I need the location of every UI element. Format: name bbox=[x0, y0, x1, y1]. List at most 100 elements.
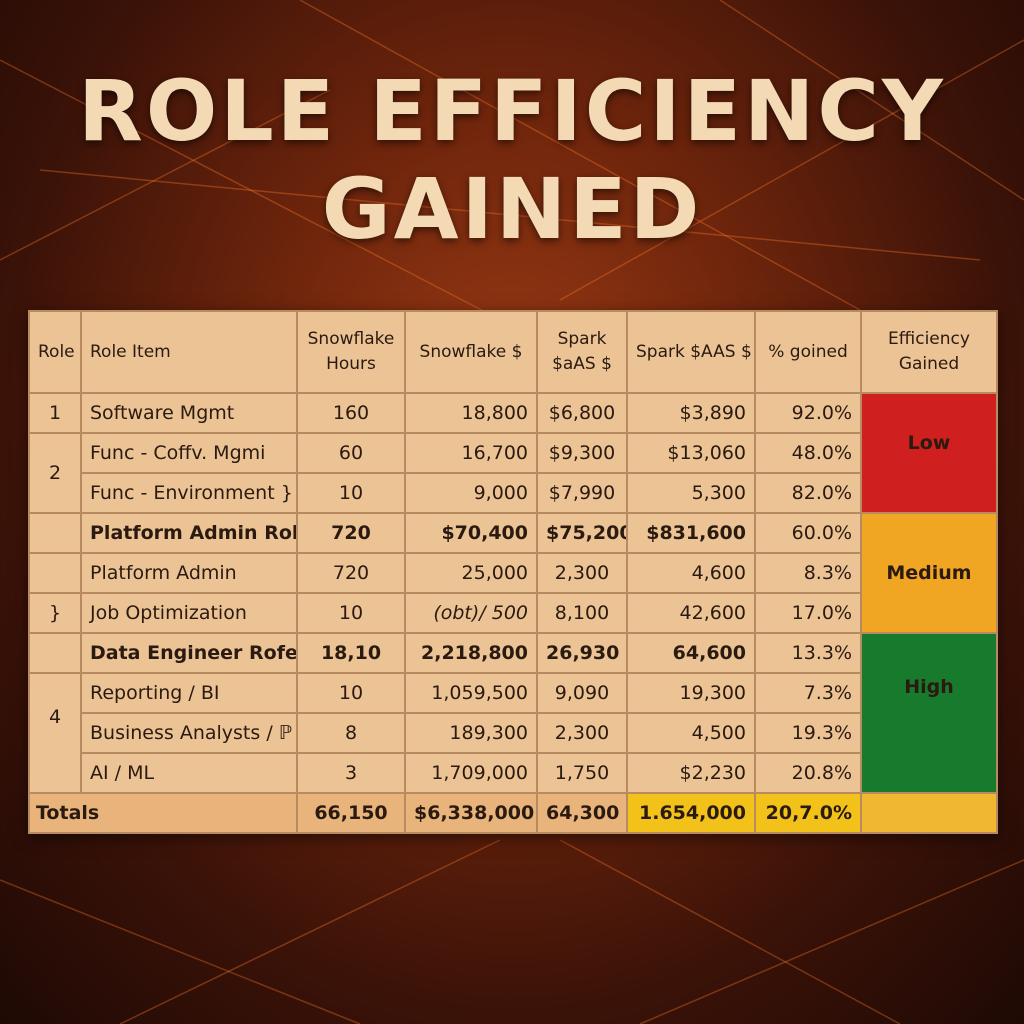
table-row: 2 Func - Coffv. Mgmi 60 16,700 $9,300 $1… bbox=[28, 432, 997, 514]
table-row: Business Analysts / ℙ 8 189,300 2,300 4,… bbox=[29, 712, 997, 754]
cell-snowflake-dollars: 18,800 bbox=[404, 392, 538, 434]
cell-role bbox=[28, 552, 82, 594]
cell-role-item: Job Optimization bbox=[80, 592, 298, 634]
cell-role: 4 bbox=[28, 672, 82, 794]
table-row: 4 Reporting / BI 10 1,059,500 9,090 19,3… bbox=[28, 672, 997, 794]
cell-spark-saas: 2,300 bbox=[536, 712, 628, 754]
cell-spark-saas: $7,990 bbox=[536, 472, 628, 514]
cell-spark-dollars: 5,300 bbox=[626, 472, 756, 514]
header-snowflake-hours-1: Snowflake bbox=[307, 329, 395, 349]
page-title: ROLE EFFICIENCY GAINED bbox=[0, 62, 1024, 258]
title-line-1: ROLE EFFICIENCY bbox=[78, 62, 946, 160]
cell-snowflake-dollars: 9,000 bbox=[404, 472, 538, 514]
cell-role: } bbox=[28, 592, 82, 634]
totals-spark-saas: 64,300 bbox=[536, 792, 628, 834]
header-role-item: Role Item bbox=[80, 310, 298, 394]
header-snowflake-hours: Snowflake Hours bbox=[296, 310, 406, 394]
cell-spark-saas: 2,300 bbox=[536, 552, 628, 594]
header-spark-saas-1: Spark bbox=[557, 329, 607, 349]
cell-role bbox=[28, 512, 82, 554]
cell-pct-gained: 20.8% bbox=[754, 752, 862, 794]
header-spark-saas-2: $aAS $ bbox=[552, 354, 612, 374]
cell-pct-gained: 8.3% bbox=[754, 552, 862, 594]
cell-hours: 720 bbox=[296, 552, 406, 594]
cell-spark-dollars: $13,060 bbox=[626, 432, 756, 474]
cell-role-item: Software Mgmt bbox=[80, 392, 298, 434]
cell-hours: 10 bbox=[296, 672, 406, 714]
table-row: Func - Environment } 10 9,000 $7,990 5,3… bbox=[29, 472, 997, 514]
cell-snowflake-dollars: 16,700 bbox=[404, 432, 538, 474]
cell-pct-gained: 92.0% bbox=[754, 392, 862, 434]
totals-efficiency bbox=[860, 792, 998, 834]
totals-row: Totals 66,150 $6,338,000 64,300 1.654,00… bbox=[28, 792, 998, 834]
cell-role-item: Func - Coffv. Mgmi bbox=[80, 432, 298, 474]
cell-pct-gained: 7.3% bbox=[754, 672, 862, 714]
cell-spark-saas: 26,930 bbox=[536, 632, 628, 674]
cell-spark-saas: $9,300 bbox=[536, 432, 628, 474]
cell-role-item: AI / ML bbox=[80, 752, 298, 794]
table-row: Data Engineer Rofe 18,10 2,218,800 26,93… bbox=[28, 632, 998, 794]
cell-spark-saas: $6,800 bbox=[536, 392, 628, 434]
cell-spark-dollars: 64,600 bbox=[626, 632, 756, 674]
cell-hours: 10 bbox=[296, 592, 406, 634]
header-pct-gained: % goined bbox=[754, 310, 862, 394]
cell-role: 2 bbox=[28, 432, 82, 514]
header-snowflake-hours-2: Hours bbox=[326, 354, 376, 374]
cell-snowflake-dollars: $70,400 bbox=[404, 512, 538, 554]
table-row: 1 Software Mgmt 160 18,800 $6,800 $3,890… bbox=[28, 392, 998, 514]
cell-role bbox=[28, 632, 82, 674]
totals-pct-gained: 20,7.0% bbox=[754, 792, 862, 834]
cell-snowflake-dollars: 189,300 bbox=[404, 712, 538, 754]
table-row: Platform Admin 720 25,000 2,300 4,600 8.… bbox=[28, 552, 997, 594]
efficiency-low-badge: Low bbox=[860, 392, 998, 514]
cell-snowflake-dollars: 2,218,800 bbox=[404, 632, 538, 674]
cell-spark-saas: 8,100 bbox=[536, 592, 628, 634]
cell-hours: 18,10 bbox=[296, 632, 406, 674]
cell-role: 1 bbox=[28, 392, 82, 434]
cell-pct-gained: 13.3% bbox=[754, 632, 862, 674]
title-line-2: GAINED bbox=[321, 160, 703, 258]
totals-label: Totals bbox=[28, 792, 298, 834]
cell-pct-gained: 19.3% bbox=[754, 712, 862, 754]
header-snowflake-dollars: Snowflake $ bbox=[404, 310, 538, 394]
cell-role-item: Platform Admin bbox=[80, 552, 298, 594]
header-efficiency-1: Efficiency bbox=[888, 329, 970, 349]
header-efficiency-2: Gained bbox=[898, 354, 960, 374]
cell-spark-dollars: 4,500 bbox=[626, 712, 756, 754]
table-row: Platform Admin Role 720 $70,400 $75,200 … bbox=[28, 512, 998, 634]
cell-role-item: Data Engineer Rofe bbox=[80, 632, 298, 674]
cell-spark-dollars: 42,600 bbox=[626, 592, 756, 634]
efficiency-table: Role Role Item Snowflake Hours Snowflake … bbox=[28, 310, 998, 834]
cell-pct-gained: 48.0% bbox=[754, 432, 862, 474]
cell-role-item: Platform Admin Role bbox=[80, 512, 298, 554]
cell-spark-dollars: 19,300 bbox=[626, 672, 756, 714]
cell-spark-dollars: 4,600 bbox=[626, 552, 756, 594]
table-row: AI / ML 3 1,709,000 1,750 $2,230 20.8% bbox=[29, 752, 997, 794]
header-spark-dollars: Spark $AAS $ bbox=[626, 310, 756, 394]
cell-pct-gained: 17.0% bbox=[754, 592, 862, 634]
efficiency-high-badge: High bbox=[860, 632, 998, 794]
cell-spark-saas: 9,090 bbox=[536, 672, 628, 714]
cell-hours: 60 bbox=[296, 432, 406, 474]
table-row: } Job Optimization 10 (obt)/ 500 8,100 4… bbox=[28, 592, 997, 634]
cell-snowflake-dollars: 25,000 bbox=[404, 552, 538, 594]
cell-spark-saas: 1,750 bbox=[536, 752, 628, 794]
totals-snowflake-dollars: $6,338,000 bbox=[404, 792, 538, 834]
cell-role-item: Reporting / BI bbox=[80, 672, 298, 714]
cell-spark-saas: $75,200 bbox=[536, 512, 628, 554]
totals-hours: 66,150 bbox=[296, 792, 406, 834]
header-spark-saas: Spark $aAS $ bbox=[536, 310, 628, 394]
cell-hours: 160 bbox=[296, 392, 406, 434]
cell-snowflake-dollars: (obt)/ 500 bbox=[404, 592, 538, 634]
cell-pct-gained: 82.0% bbox=[754, 472, 862, 514]
cell-spark-dollars: $2,230 bbox=[626, 752, 756, 794]
cell-spark-dollars: $3,890 bbox=[626, 392, 756, 434]
cell-role-item: Business Analysts / ℙ bbox=[80, 712, 298, 754]
cell-hours: 3 bbox=[296, 752, 406, 794]
header-role: Role bbox=[28, 310, 82, 394]
header-efficiency-gained: Efficiency Gained bbox=[860, 310, 998, 394]
cell-spark-dollars: $831,600 bbox=[626, 512, 756, 554]
header-row: Role Role Item Snowflake Hours Snowflake … bbox=[28, 310, 998, 394]
cell-snowflake-dollars: 1,059,500 bbox=[404, 672, 538, 714]
